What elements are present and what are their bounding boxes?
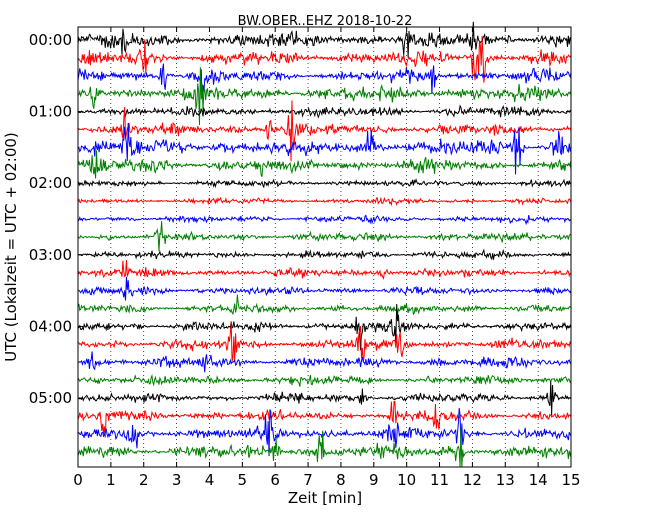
x-tick-label: 6 bbox=[270, 471, 280, 489]
trace-0115 bbox=[77, 100, 572, 162]
x-tick-label: 0 bbox=[73, 471, 83, 489]
x-tick-label: 13 bbox=[496, 471, 515, 489]
trace-0215 bbox=[77, 196, 572, 207]
grid-group bbox=[78, 27, 571, 467]
trace-0200 bbox=[77, 178, 572, 189]
y-tick-label: 03:00 bbox=[29, 246, 72, 264]
trace-0145 bbox=[77, 150, 572, 179]
trace-0345 bbox=[77, 294, 572, 316]
trace-0130 bbox=[77, 123, 572, 175]
trace-0415 bbox=[77, 321, 572, 363]
trace-group bbox=[77, 21, 572, 468]
trace-0030 bbox=[77, 63, 572, 99]
trace-0400 bbox=[77, 304, 572, 351]
x-tick-label: 4 bbox=[205, 471, 215, 489]
y-tick-label: 05:00 bbox=[29, 389, 72, 407]
trace-0515 bbox=[77, 400, 572, 438]
y-tick-label: 01:00 bbox=[29, 103, 72, 121]
x-tick-label: 12 bbox=[463, 471, 482, 489]
x-tick-label: 14 bbox=[529, 471, 548, 489]
y-tick-label: 00:00 bbox=[29, 31, 72, 49]
trace-0315 bbox=[77, 260, 572, 280]
trace-0100 bbox=[77, 104, 572, 119]
trace-0545 bbox=[77, 427, 572, 468]
x-tick-label: 10 bbox=[397, 471, 416, 489]
chart-title: BW.OBER..EHZ 2018-10-22 bbox=[238, 14, 413, 29]
x-tick-label: 2 bbox=[139, 471, 149, 489]
x-tick-label: 5 bbox=[238, 471, 248, 489]
trace-0430 bbox=[77, 351, 572, 373]
x-tick-label: 8 bbox=[336, 471, 346, 489]
trace-0230 bbox=[77, 214, 572, 226]
y-axis-group: 00:00 01:00 02:00 03:00 04:00 05:00 bbox=[29, 31, 571, 407]
x-axis-label: Zeit [min] bbox=[288, 489, 362, 507]
x-tick-label: 15 bbox=[561, 471, 580, 489]
x-tick-label: 11 bbox=[430, 471, 449, 489]
trace-0330 bbox=[77, 276, 572, 301]
x-tick-label: 7 bbox=[303, 471, 313, 489]
trace-0015 bbox=[77, 36, 572, 83]
trace-0000 bbox=[77, 21, 572, 58]
x-tick-label: 1 bbox=[106, 471, 116, 489]
trace-0445 bbox=[77, 373, 572, 387]
trace-0500 bbox=[77, 381, 572, 416]
trace-0530 bbox=[77, 407, 572, 457]
x-tick-label: 3 bbox=[172, 471, 182, 489]
plot-frame bbox=[77, 26, 572, 468]
trace-0245 bbox=[77, 221, 572, 252]
trace-0300 bbox=[77, 248, 572, 261]
y-tick-label: 02:00 bbox=[29, 174, 72, 192]
y-axis-label: UTC (Lokalzeit = UTC + 02:00) bbox=[2, 132, 20, 362]
y-tick-label: 04:00 bbox=[29, 317, 72, 335]
x-tick-label: 9 bbox=[369, 471, 379, 489]
x-axis-group: 0 1 2 3 4 5 6 7 8 9 10 11 12 13 14 15 bbox=[73, 27, 581, 489]
trace-0045 bbox=[77, 67, 572, 126]
